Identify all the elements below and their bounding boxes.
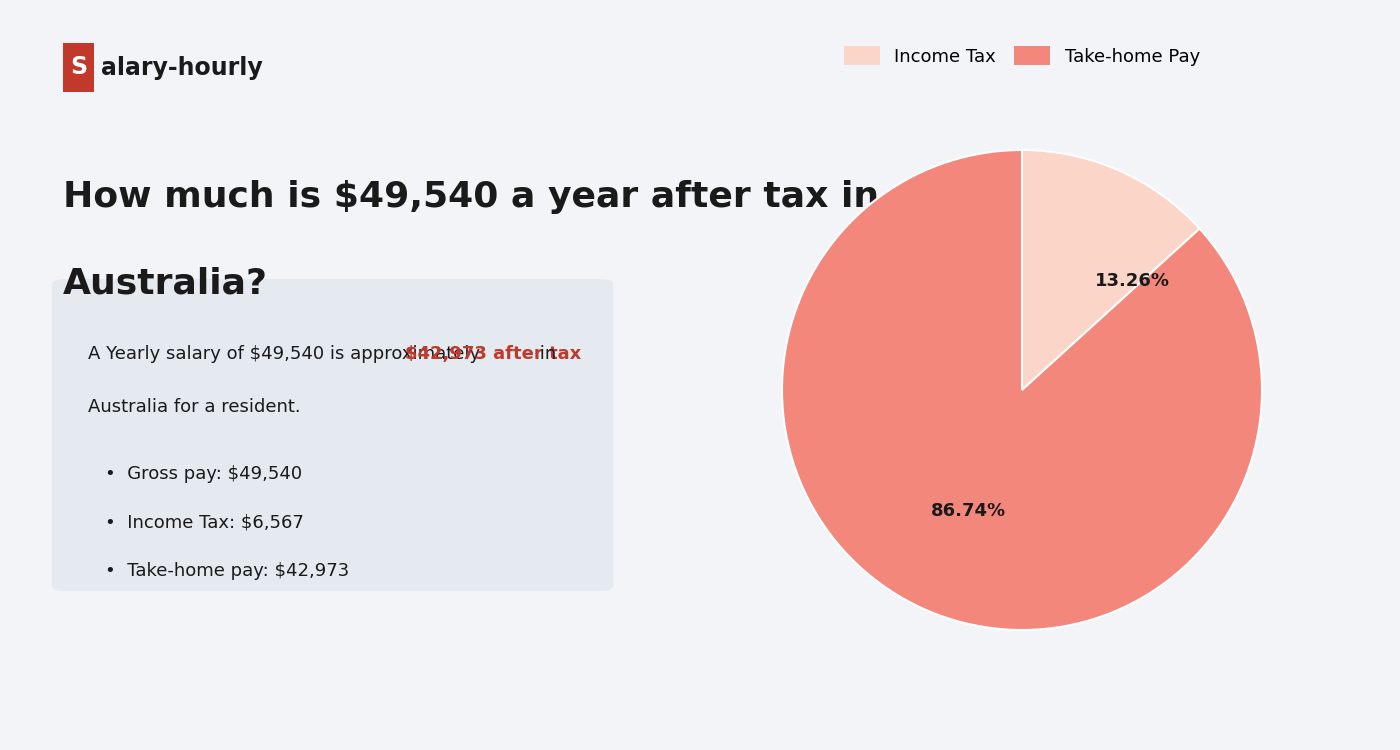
Legend: Income Tax, Take-home Pay: Income Tax, Take-home Pay <box>837 39 1207 73</box>
Text: alary-hourly: alary-hourly <box>101 56 263 80</box>
Text: 13.26%: 13.26% <box>1095 272 1169 290</box>
Wedge shape <box>783 150 1261 630</box>
Wedge shape <box>1022 150 1200 390</box>
Text: A Yearly salary of $49,540 is approximately: A Yearly salary of $49,540 is approximat… <box>88 345 486 363</box>
Text: 86.74%: 86.74% <box>931 502 1007 520</box>
Text: Australia for a resident.: Australia for a resident. <box>88 398 301 416</box>
Text: Australia?: Australia? <box>63 266 267 300</box>
Text: •  Gross pay: $49,540: • Gross pay: $49,540 <box>105 465 302 483</box>
Text: S: S <box>70 56 87 80</box>
Text: •  Take-home pay: $42,973: • Take-home pay: $42,973 <box>105 562 349 580</box>
FancyBboxPatch shape <box>63 43 94 92</box>
Text: in: in <box>533 345 556 363</box>
FancyBboxPatch shape <box>52 279 613 591</box>
Text: How much is $49,540 a year after tax in: How much is $49,540 a year after tax in <box>63 180 879 214</box>
Text: •  Income Tax: $6,567: • Income Tax: $6,567 <box>105 514 304 532</box>
Text: $42,973 after tax: $42,973 after tax <box>405 345 581 363</box>
